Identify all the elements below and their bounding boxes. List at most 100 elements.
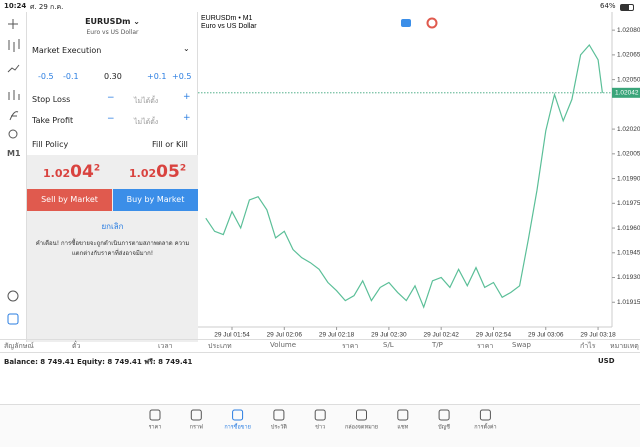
tab-label[interactable]: การตั้งค่า <box>474 422 496 430</box>
toolbar-icons <box>7 19 20 325</box>
tab-label[interactable]: ราคา <box>149 424 162 430</box>
column-header[interactable]: T/P <box>432 341 443 349</box>
function-icon[interactable] <box>9 111 19 121</box>
status-battery: 64% <box>600 2 616 10</box>
tab-icon[interactable] <box>438 409 450 421</box>
zoom-icon[interactable] <box>7 290 19 302</box>
plus[interactable]: + <box>183 113 191 123</box>
left-toolbar: M1 <box>0 12 27 342</box>
column-header[interactable]: เวลา <box>158 342 173 350</box>
y-tick-label: 1.02065 <box>617 52 640 59</box>
indicator-icon[interactable] <box>7 64 20 73</box>
y-tick-label: 1.02020 <box>617 126 640 133</box>
tab-label[interactable]: บัญชี <box>438 423 450 430</box>
tab-label[interactable]: การซื้อขาย <box>224 422 250 430</box>
volume-step[interactable]: -0.1 <box>63 72 79 81</box>
status-date: ศ. 29 ก.ค. <box>30 3 64 11</box>
current-price-label: 1.02042 <box>615 90 639 97</box>
dropdown-arrow: ⌄ <box>183 44 190 53</box>
y-tick-label: 1.01915 <box>617 299 640 306</box>
account-summary: Balance: 8 749.41 Equity: 8 749.41 ฟรี: … <box>4 358 193 366</box>
take-profit-value[interactable]: ไม่ได้ตั้ง <box>134 118 159 126</box>
tab-icon[interactable] <box>356 409 367 421</box>
status-time: 10:24 <box>4 2 27 10</box>
fill-policy-value[interactable]: Fill or Kill <box>152 140 188 149</box>
tab-icon[interactable] <box>397 409 409 421</box>
y-tick-label: 1.02005 <box>617 151 640 158</box>
symbol[interactable]: EURUSDm ⌄ <box>85 17 140 26</box>
chart-subtitle: Euro vs US Dollar <box>201 23 257 30</box>
warning: คำเตือน! การซื้อขายจะถูกดำเนินการตามสภาพ… <box>35 240 190 257</box>
account-currency: USD <box>598 357 615 365</box>
crosshair-icon[interactable] <box>8 19 18 29</box>
buy-button[interactable]: Buy by Market <box>113 189 198 211</box>
ask-tail: 2 <box>179 163 187 174</box>
execution-type[interactable]: Market Execution <box>32 46 102 55</box>
tab-icon[interactable] <box>479 409 491 421</box>
y-tick-label: 1.01975 <box>617 200 640 207</box>
column-header[interactable]: หมายเหตุ <box>610 342 639 350</box>
candles-icon[interactable] <box>8 39 20 52</box>
ask-head: 1.02 <box>129 167 157 180</box>
column-header[interactable]: Swap <box>512 341 531 349</box>
tab-icon[interactable] <box>190 409 202 421</box>
take-profit-label: Take Profit <box>32 116 74 125</box>
tab-icon[interactable] <box>232 409 244 421</box>
params-icon[interactable] <box>8 90 20 100</box>
battery-icon <box>620 4 634 11</box>
column-header[interactable]: ประเภท <box>208 342 232 350</box>
chart-title: EURUSDm • M1 <box>201 15 253 22</box>
y-tick-label: 1.01945 <box>617 250 640 257</box>
price-line <box>205 43 603 309</box>
tab-label[interactable]: ข่าว <box>315 424 325 430</box>
tab-icons: ราคา กราฟ การซื้อขาย ประวัติ ข่าว กล่องจดหมาย… <box>149 409 497 430</box>
column-header[interactable]: กำไร <box>580 342 596 350</box>
tab-label[interactable]: กล่องจดหมาย <box>345 424 378 430</box>
chart-icon[interactable] <box>426 17 438 29</box>
x-tick-label: 29 Jul 02:18 <box>319 332 355 339</box>
volume-step[interactable]: +0.5 <box>172 72 192 81</box>
current-price-box <box>612 87 640 98</box>
stop-loss-label: Stop Loss <box>32 95 71 104</box>
minus[interactable]: − <box>107 114 115 124</box>
x-tick-label: 29 Jul 02:06 <box>267 332 303 339</box>
tab-label[interactable]: กราฟ <box>190 423 203 430</box>
x-tick-label: 29 Jul 02:30 <box>371 332 407 339</box>
x-tick-label: 29 Jul 02:54 <box>476 332 512 339</box>
ask-price: 1.02052 <box>129 162 186 182</box>
cancel-button[interactable]: ยกเลิก <box>101 222 124 231</box>
tab-icon[interactable] <box>314 409 326 421</box>
tab-label[interactable]: ประวัติ <box>271 423 287 430</box>
order-area <box>27 155 198 342</box>
tab-icon[interactable] <box>149 409 161 421</box>
column-header[interactable]: สัญลักษณ์ <box>4 342 34 350</box>
column-header[interactable]: ราคา <box>477 342 494 350</box>
chart-icon[interactable] <box>401 19 411 27</box>
sell-button[interactable]: Sell by Market <box>27 189 112 211</box>
y-tick-label: 1.01960 <box>617 225 640 232</box>
objects-icon[interactable] <box>8 129 18 139</box>
column-header[interactable]: Volume <box>270 341 297 349</box>
volume-step[interactable]: +0.1 <box>147 72 167 81</box>
column-header[interactable]: ราคา <box>342 342 359 350</box>
plus[interactable]: + <box>183 92 191 102</box>
tab-label[interactable]: แชท <box>397 423 408 430</box>
minus[interactable]: − <box>107 93 115 103</box>
x-tick-label: 29 Jul 03:18 <box>580 332 616 339</box>
oneclick-icon[interactable] <box>7 313 19 325</box>
column-header[interactable]: ตั๋ว <box>72 342 81 350</box>
stop-loss-value[interactable]: ไม่ได้ตั้ง <box>134 97 159 105</box>
bid-big: 04 <box>70 162 94 182</box>
symbol-description: Euro vs US Dollar <box>86 29 139 36</box>
volume[interactable]: 0.30 <box>104 72 122 81</box>
bid-head: 1.02 <box>43 167 71 180</box>
volume-step[interactable]: -0.5 <box>38 72 54 81</box>
tab-icon[interactable] <box>273 409 285 421</box>
ask-big: 05 <box>156 162 180 182</box>
x-tick-label: 29 Jul 01:54 <box>214 332 250 339</box>
y-tick-label: 1.02050 <box>617 76 640 83</box>
timeframe[interactable]: M1 <box>7 149 21 158</box>
column-header[interactable]: S/L <box>383 341 394 349</box>
x-tick-label: 29 Jul 02:42 <box>423 332 459 339</box>
